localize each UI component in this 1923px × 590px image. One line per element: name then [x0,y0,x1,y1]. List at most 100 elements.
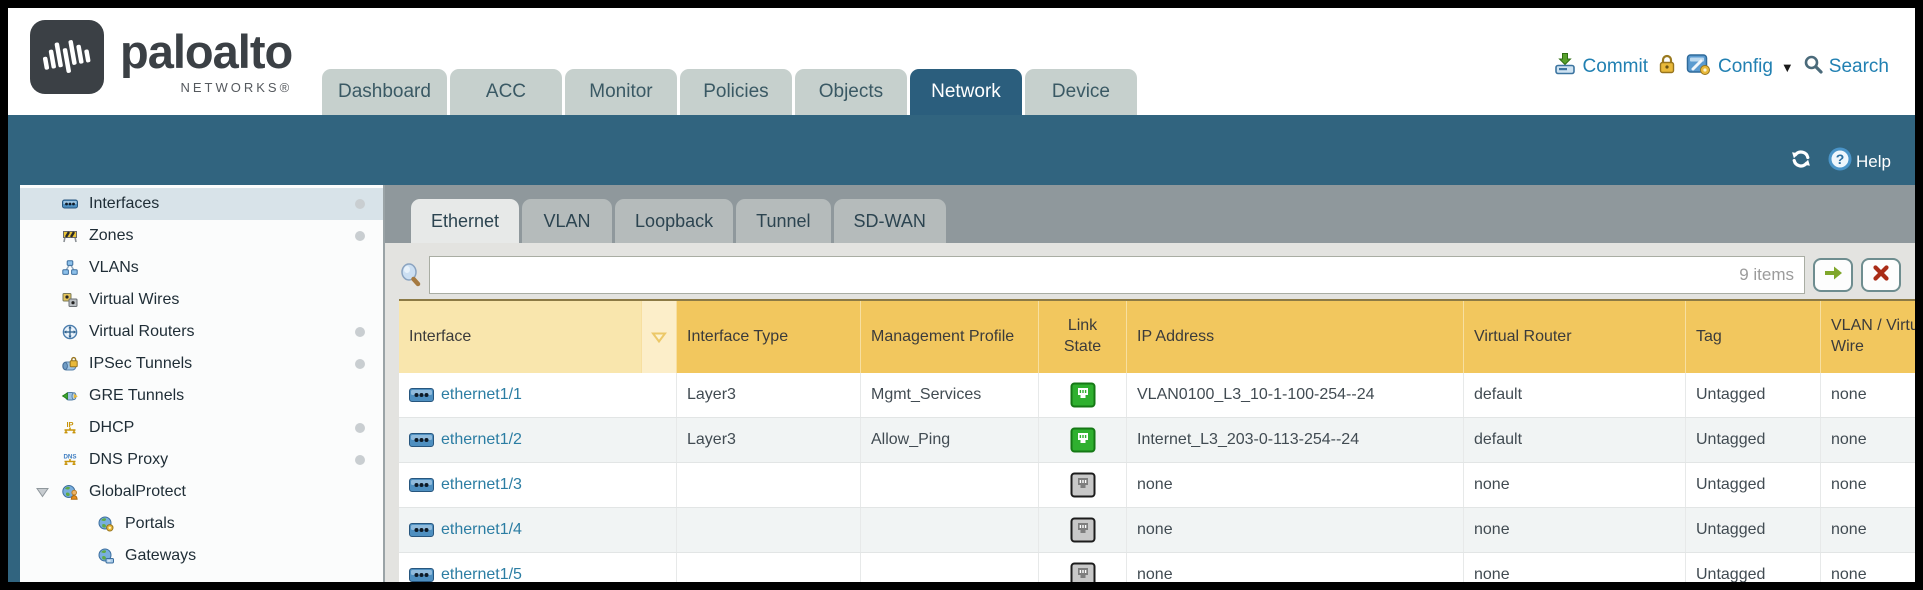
filter-input-wrap: 9 items [429,256,1805,294]
cell-interface: ethernet1/4 [399,508,677,552]
sidebar-item-label: GRE Tunnels [89,387,185,404]
cell-tag: Untagged [1686,418,1821,462]
sidebar-item-globalprotect[interactable]: GlobalProtect [20,476,383,508]
cell-interface: ethernet1/2 [399,418,677,462]
sidebar-nav: Interfaces Zones VLANs Virtual Wires Virtual… [20,172,385,582]
expander-down-icon[interactable] [36,487,58,498]
search-button[interactable]: Search [1803,54,1889,80]
filter-search-icon[interactable] [399,263,421,287]
cell-virtual_router: none [1464,508,1686,552]
cell-type [677,508,861,552]
table-row-ethernet1-5[interactable]: ethernet1/5 none none Untagged none [399,553,1915,582]
link-down-icon [1070,472,1096,498]
nav-tab-dashboard[interactable]: Dashboard [322,69,447,115]
table-row-ethernet1-4[interactable]: ethernet1/4 none none Untagged none [399,508,1915,553]
filter-toolbar: 9 items [399,251,1915,299]
sidebar-item-dns-proxy[interactable]: DNS DNS Proxy [20,444,383,476]
refresh-icon [1788,147,1814,176]
column-header-mgmt_profile[interactable]: Management Profile [861,301,1039,373]
table-row-ethernet1-3[interactable]: ethernet1/3 none none Untagged none [399,463,1915,508]
sidebar-item-zones[interactable]: Zones [20,220,383,252]
sidebar-item-interfaces[interactable]: Interfaces [20,188,383,220]
cell-ip: none [1127,553,1464,582]
gre-tunnels-icon [58,388,82,404]
vlans-icon [58,260,82,276]
sidebar-item-vlans[interactable]: VLANs [20,252,383,284]
item-dot [355,327,365,337]
ethernet-interface-icon [409,523,434,537]
cell-ip: VLAN0100_L3_10-1-100-254--24 [1127,373,1464,417]
config-menu-button[interactable]: Config ▼ [1686,52,1794,82]
column-header-interface[interactable]: Interface [399,301,642,373]
svg-text:?: ? [1836,151,1845,167]
cell-virtual_router: none [1464,553,1686,582]
filter-input[interactable] [430,257,1740,293]
paloalto-logo: paloalto NETWORKS® [30,20,293,99]
commit-label: Commit [1582,56,1648,77]
column-header-tag[interactable]: Tag [1686,301,1821,373]
sort-indicator[interactable] [642,301,677,373]
commit-button[interactable]: Commit [1553,52,1648,82]
paloalto-logo-icon [30,20,104,99]
tab-ethernet[interactable]: Ethernet [411,199,520,243]
nav-tab-monitor[interactable]: Monitor [564,69,677,115]
refresh-button[interactable] [1788,147,1814,176]
ipsec-tunnels-icon [58,356,82,372]
lock-button[interactable] [1657,53,1677,81]
cell-interface: ethernet1/3 [399,463,677,507]
help-button[interactable]: ? Help [1828,147,1891,176]
tab-tunnel[interactable]: Tunnel [736,199,831,243]
sidebar-item-gateways[interactable]: Gateways [20,540,383,572]
cell-interface: ethernet1/5 [399,553,677,582]
column-header-ip[interactable]: IP Address [1127,301,1464,373]
tab-loopback[interactable]: Loopback [615,199,734,243]
interface-link[interactable]: ethernet1/1 [441,386,522,403]
sidebar-item-virtual-routers[interactable]: Virtual Routers [20,316,383,348]
tab-sd-wan[interactable]: SD-WAN [833,199,946,243]
sidebar-item-label: GlobalProtect [89,483,186,500]
sidebar-item-portals[interactable]: Portals [20,508,383,540]
interface-link[interactable]: ethernet1/5 [441,566,522,582]
primary-nav: Dashboard ACC Monitor Policies Objects Networ… [322,69,1137,115]
item-dot [355,359,365,369]
nav-tab-network[interactable]: Network [909,69,1022,115]
sidebar-item-dhcp[interactable]: IP DHCP [20,412,383,444]
cell-link-state [1039,418,1127,462]
sidebar-item-label: Portals [125,515,175,532]
commit-icon [1553,52,1577,82]
nav-tab-acc[interactable]: ACC [449,69,562,115]
item-dot [355,423,365,433]
cell-link-state [1039,463,1127,507]
clear-filter-button[interactable] [1861,258,1901,292]
config-label: Config [1718,56,1773,77]
table-row-ethernet1-1[interactable]: ethernet1/1 Layer3 Mgmt_Services VLAN0100_L… [399,373,1915,418]
nav-tab-device[interactable]: Device [1024,69,1137,115]
items-count: 9 items [1739,265,1794,284]
virtual-routers-icon [58,324,82,340]
column-header-link_state[interactable]: Link State [1039,301,1127,373]
svg-text:DNS: DNS [63,454,76,461]
table-body: ethernet1/1 Layer3 Mgmt_Services VLAN0100_L… [399,373,1915,582]
sidebar-item-gre-tunnels[interactable]: GRE Tunnels [20,380,383,412]
interface-link[interactable]: ethernet1/3 [441,476,522,493]
sidebar-item-label: Virtual Routers [89,323,195,340]
interface-link[interactable]: ethernet1/2 [441,431,522,448]
nav-tab-policies[interactable]: Policies [679,69,792,115]
clear-filter-x-icon [1873,264,1889,286]
dhcp-icon: IP [58,420,82,436]
column-header-virtual_router[interactable]: Virtual Router [1464,301,1686,373]
column-header-type[interactable]: Interface Type [677,301,861,373]
interfaces-table: Interface Interface Type Management Profil… [399,299,1915,582]
tab-vlan[interactable]: VLAN [522,199,613,243]
cell-tag: Untagged [1686,463,1821,507]
sidebar-item-ipsec-tunnels[interactable]: IPSec Tunnels [20,348,383,380]
cell-ip: none [1127,463,1464,507]
apply-filter-button[interactable] [1813,258,1853,292]
link-down-icon [1070,562,1096,582]
main-content: Ethernet VLAN Loopback Tunnel SD-WAN 9 items [385,185,1915,582]
column-header-vlan[interactable]: VLAN / Virtual-Wire [1821,301,1915,373]
sidebar-item-virtual-wires[interactable]: Virtual Wires [20,284,383,316]
nav-tab-objects[interactable]: Objects [794,69,907,115]
table-row-ethernet1-2[interactable]: ethernet1/2 Layer3 Allow_Ping Internet_L3_2… [399,418,1915,463]
interface-link[interactable]: ethernet1/4 [441,521,522,538]
